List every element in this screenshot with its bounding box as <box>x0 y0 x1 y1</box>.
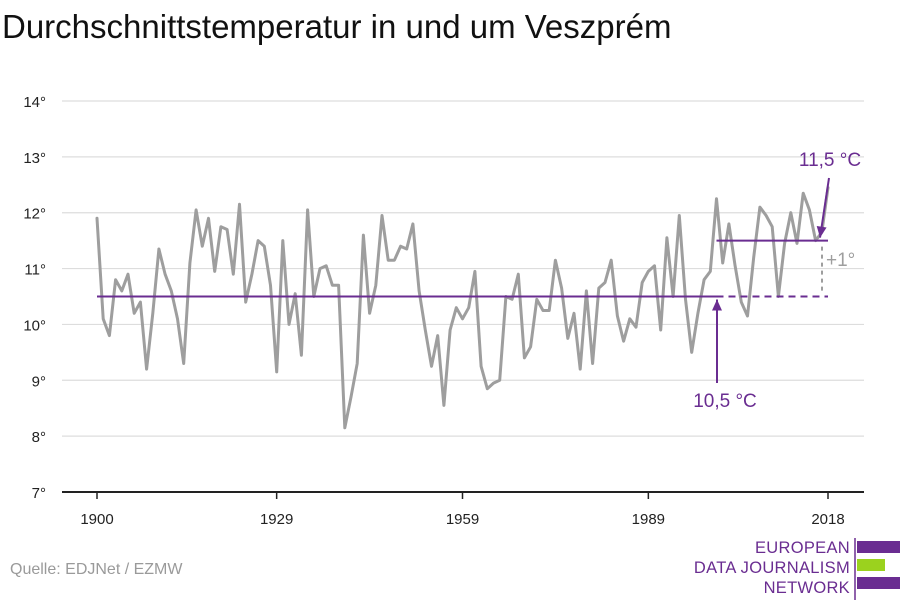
y-tick-label: 10° <box>23 317 46 334</box>
logo-line-3: NETWORK <box>763 579 850 597</box>
arrow-to-low-line-head <box>712 299 722 311</box>
y-tick-label: 11° <box>24 262 46 279</box>
edjnet-logo: EUROPEAN DATA JOURNALISM NETWORK <box>694 538 900 600</box>
series-group <box>95 186 830 430</box>
x-tick-label: 1900 <box>80 511 113 528</box>
y-tick-label: 14° <box>23 94 46 111</box>
arrow-to-high-line-head <box>816 226 827 238</box>
logo-line-2: DATA JOURNALISM <box>693 559 850 577</box>
x-tick-label: 1989 <box>632 511 665 528</box>
grid-lines <box>62 100 864 437</box>
x-tick-labels: 1900 1929 1959 1989 2018 <box>80 511 844 528</box>
chart-title: Durchschnittstemperatur in und um Veszpr… <box>2 8 672 45</box>
reference-label-high: 11,5 °C <box>799 150 861 171</box>
difference-label: +1° <box>826 250 855 271</box>
x-tick-label: 1959 <box>446 511 479 528</box>
logo-mark <box>854 538 900 600</box>
x-tick-label: 1929 <box>260 511 293 528</box>
y-tick-labels: 7° 8° 9° 10° 11° 12° 13° 14° <box>23 94 46 502</box>
y-tick-label: 8° <box>32 429 46 446</box>
source-note: Quelle: EDJNet / EZMW <box>10 561 183 578</box>
y-tick-label: 9° <box>32 373 46 390</box>
annotations: 10,5 °C 11,5 °C +1° <box>693 150 861 412</box>
logo-line-1: EUROPEAN <box>754 539 850 557</box>
reference-lines <box>97 177 830 383</box>
reference-label-low: 10,5 °C <box>693 391 757 412</box>
temperature-series-line <box>95 186 830 430</box>
y-tick-label: 12° <box>23 206 46 223</box>
x-axis <box>62 491 864 499</box>
logo-text: EUROPEAN DATA JOURNALISM NETWORK <box>694 538 850 598</box>
y-tick-label: 7° <box>32 485 46 502</box>
x-tick-label: 2018 <box>811 511 844 528</box>
y-tick-label: 13° <box>23 150 46 167</box>
